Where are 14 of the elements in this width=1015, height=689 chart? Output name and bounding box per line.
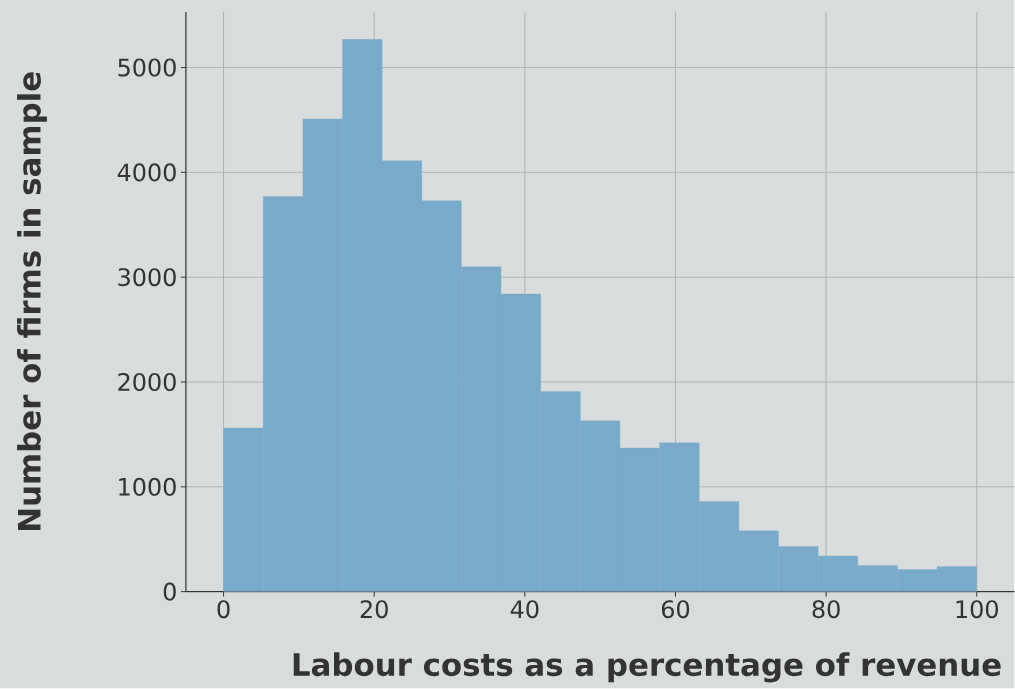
x-tick-label: 0 (217, 600, 230, 619)
y-tick-label: 4000 (117, 163, 176, 182)
x-axis-title: Labour costs as a percentage of revenue (293, 652, 1001, 683)
y-tick-label: 1000 (119, 477, 176, 497)
y-tick-label: 0 (163, 582, 176, 601)
y-tick-label: 5000 (118, 58, 176, 77)
y-tick-label: 3000 (118, 268, 176, 287)
x-tick-label: 80 (812, 600, 840, 619)
y-axis-title: Number of firms in sample (17, 72, 47, 531)
x-tick-label: 40 (510, 600, 539, 619)
x-tick-label: 60 (661, 600, 690, 619)
x-tick-label: 100 (956, 600, 998, 619)
x-tick-label: 20 (360, 600, 388, 619)
y-tick-label: 2000 (118, 373, 176, 392)
